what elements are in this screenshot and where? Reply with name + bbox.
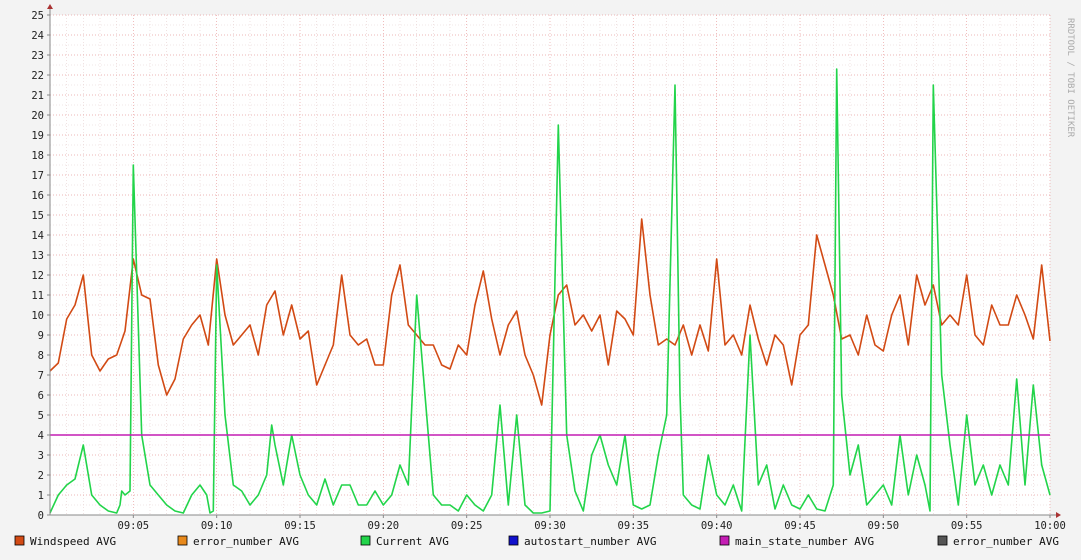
x-tick-label: 09:50 — [868, 520, 900, 532]
legend-label: error_number AVG — [193, 535, 299, 548]
y-axis-arrow — [47, 4, 53, 9]
legend-label: main_state_number AVG — [735, 535, 874, 548]
y-tick-label: 18 — [31, 150, 44, 162]
y-tick-label: 12 — [31, 270, 44, 282]
x-tick-label: 09:40 — [701, 520, 733, 532]
y-tick-label: 20 — [31, 110, 44, 122]
y-tick-label: 7 — [38, 370, 44, 382]
x-axis-arrow — [1056, 512, 1061, 518]
y-tick-label: 14 — [31, 230, 44, 242]
y-tick-label: 9 — [38, 330, 44, 342]
legend: Windspeed AVG error_number AVG Current AVG… — [14, 535, 1059, 548]
series-line-windspeed-avg — [49, 218, 1051, 406]
x-tick-label: 09:30 — [534, 520, 566, 532]
y-tick-label: 2 — [38, 470, 44, 482]
y-tick-label: 24 — [31, 30, 44, 42]
y-tick-label: 0 — [38, 510, 44, 522]
legend-swatch — [937, 535, 948, 546]
legend-swatch — [508, 535, 519, 546]
y-axis-tick-labels: 0123456789101112131415161718192021222324… — [31, 10, 44, 522]
legend-label: Current AVG — [376, 535, 449, 548]
y-tick-label: 11 — [31, 290, 44, 302]
y-tick-label: 6 — [38, 390, 44, 402]
y-tick-label: 1 — [38, 490, 44, 502]
legend-swatch — [360, 535, 371, 546]
x-tick-label: 09:10 — [201, 520, 233, 532]
y-tick-label: 4 — [38, 430, 44, 442]
watermark: RRDTOOL / TOBI OETIKER — [1065, 18, 1075, 138]
y-tick-label: 25 — [31, 10, 44, 22]
legend-swatch — [719, 535, 730, 546]
y-tick-label: 15 — [31, 210, 44, 222]
legend-label: error_number AVG — [953, 535, 1059, 548]
x-tick-label: 09:15 — [284, 520, 316, 532]
y-tick-label: 13 — [31, 250, 44, 262]
x-tick-label: 09:05 — [118, 520, 150, 532]
x-tick-label: 09:45 — [784, 520, 816, 532]
y-tick-label: 5 — [38, 410, 44, 422]
y-tick-label: 8 — [38, 350, 44, 362]
series-line-current-avg — [49, 68, 1051, 514]
x-tick-label: 09:25 — [451, 520, 483, 532]
y-tick-label: 21 — [31, 90, 44, 102]
y-tick-label: 19 — [31, 130, 44, 142]
x-tick-label: 09:35 — [618, 520, 650, 532]
x-axis-tick-labels: 09:05 09:10 09:15 09:20 09:25 09:30 09:35 09:40… — [118, 520, 1066, 532]
y-tick-label: 22 — [31, 70, 44, 82]
y-tick-label: 10 — [31, 310, 44, 322]
y-tick-label: 16 — [31, 190, 44, 202]
y-tick-label: 3 — [38, 450, 44, 462]
x-tick-label: 10:00 — [1034, 520, 1066, 532]
legend-swatch — [14, 535, 25, 546]
legend-label: Windspeed AVG — [30, 535, 116, 548]
x-tick-label: 09:55 — [951, 520, 983, 532]
series-layer — [49, 68, 1051, 514]
x-tick-label: 09:20 — [368, 520, 400, 532]
y-tick-label: 23 — [31, 50, 44, 62]
legend-label: autostart_number AVG — [524, 535, 656, 548]
grid-minor — [50, 15, 1050, 515]
axes-layer — [47, 4, 1061, 518]
legend-swatch — [177, 535, 188, 546]
y-tick-label: 17 — [31, 170, 44, 182]
